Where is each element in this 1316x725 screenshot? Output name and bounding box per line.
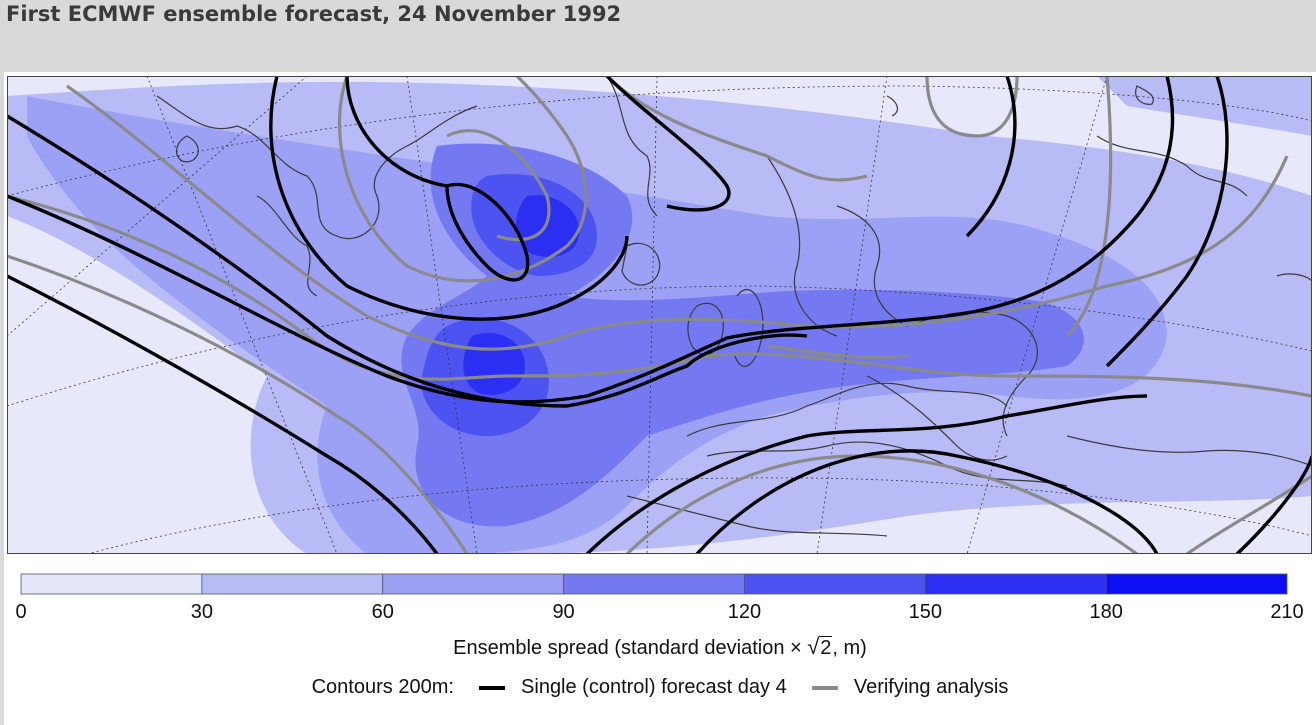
colorbar-box — [201, 573, 384, 595]
analysis-legend-label: Verifying analysis — [853, 676, 1009, 698]
colorbar-tick-label: 120 — [728, 601, 761, 623]
colorbar: 0 30 60 90 120 150 180 210 — [15, 573, 1304, 623]
control-forecast-contours — [7, 76, 1312, 554]
page-title: First ECMWF ensemble forecast, 24 Novemb… — [6, 2, 622, 26]
colorbar-tick-label: 180 — [1089, 601, 1122, 623]
spread-label-suffix: , m) — [832, 637, 867, 659]
ensemble-spread-map — [7, 76, 1312, 554]
colorbar-ticks: 0 30 60 90 120 150 180 210 — [15, 601, 1303, 623]
colorbar-box — [1105, 573, 1288, 595]
analysis-legend-line — [812, 685, 839, 690]
spread-region-30-60-ne — [1097, 76, 1312, 136]
control-legend-line — [479, 685, 506, 690]
contours-label: Contours 200m: — [311, 676, 454, 698]
sqrt-symbol: √ 2 — [807, 634, 833, 659]
colorbar-box — [924, 573, 1107, 595]
colorbar-box — [744, 573, 926, 595]
colorbar-box — [20, 573, 203, 595]
colorbar-boxes — [20, 573, 1288, 595]
figure-panel: 0 30 60 90 120 150 180 210 Ensemble spread (sta… — [4, 72, 1316, 725]
contour-legend: Contours 200m: Single (control) forecast… — [4, 676, 1316, 699]
spread-region-150-180 — [516, 195, 580, 257]
colorbar-tick-label: 90 — [552, 601, 574, 623]
colorbar-box — [563, 573, 745, 595]
colorbar-box — [382, 573, 564, 595]
colorbar-tick-label: 60 — [372, 601, 394, 623]
control-legend-label: Single (control) forecast day 4 — [521, 676, 787, 698]
colorbar-tick-label: 30 — [191, 601, 213, 623]
analysis-contours — [7, 76, 1312, 554]
colorbar-tick-label: 0 — [15, 601, 26, 623]
map-border — [7, 76, 1312, 554]
spread-label-prefix: Ensemble spread (standard deviation × — [453, 637, 802, 659]
sqrt-argument: 2 — [819, 636, 833, 659]
colorbar-tick-label: 210 — [1270, 601, 1303, 623]
colorbar-caption: Ensemble spread (standard deviation × √ 2… — [4, 634, 1316, 660]
colorbar-tick-label: 150 — [909, 601, 942, 623]
